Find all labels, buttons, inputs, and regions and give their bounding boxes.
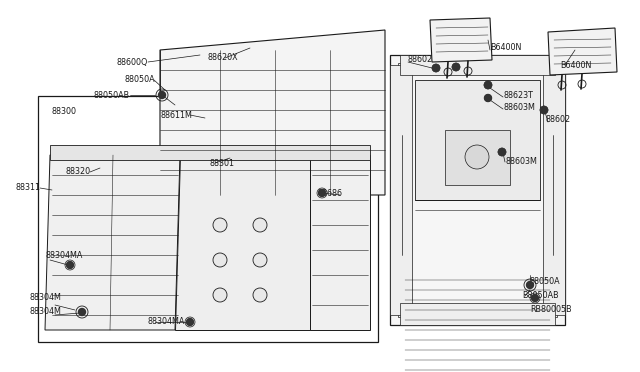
Circle shape xyxy=(213,218,227,232)
Text: 88603M: 88603M xyxy=(505,157,537,167)
Text: 88304MA: 88304MA xyxy=(148,317,186,327)
Text: B6400N: B6400N xyxy=(490,44,522,52)
Circle shape xyxy=(433,64,440,71)
Text: 88611M: 88611M xyxy=(160,110,192,119)
Circle shape xyxy=(484,94,492,102)
Polygon shape xyxy=(310,155,370,330)
Bar xyxy=(400,55,555,75)
Text: 88602: 88602 xyxy=(407,55,432,64)
Text: B6400N: B6400N xyxy=(560,61,591,70)
Circle shape xyxy=(213,288,227,302)
Circle shape xyxy=(452,64,460,71)
Circle shape xyxy=(253,288,267,302)
Text: 88050A: 88050A xyxy=(124,76,155,84)
Bar xyxy=(390,65,412,315)
Circle shape xyxy=(465,145,489,169)
Text: 88600Q: 88600Q xyxy=(116,58,148,67)
Circle shape xyxy=(253,218,267,232)
Bar xyxy=(445,130,510,185)
Circle shape xyxy=(531,295,538,301)
Text: 88050AB: 88050AB xyxy=(94,90,130,99)
Text: 88304MA: 88304MA xyxy=(45,250,83,260)
Circle shape xyxy=(499,148,506,155)
Text: 88304M: 88304M xyxy=(30,294,62,302)
Circle shape xyxy=(484,81,492,89)
Circle shape xyxy=(186,318,193,326)
Text: 88301: 88301 xyxy=(210,158,235,167)
Text: 88311: 88311 xyxy=(15,183,40,192)
Bar xyxy=(390,55,565,325)
Circle shape xyxy=(79,308,86,315)
Circle shape xyxy=(541,106,547,113)
Polygon shape xyxy=(50,145,370,160)
Text: 88050A: 88050A xyxy=(530,278,561,286)
Text: 88620X: 88620X xyxy=(208,54,239,62)
Polygon shape xyxy=(430,18,492,62)
Circle shape xyxy=(319,189,326,196)
Text: 88304M: 88304M xyxy=(30,308,62,317)
Bar xyxy=(415,80,540,200)
Text: 88623T: 88623T xyxy=(503,90,533,99)
Polygon shape xyxy=(45,155,180,330)
Polygon shape xyxy=(175,155,310,330)
Bar xyxy=(400,303,555,325)
Text: 88300: 88300 xyxy=(52,108,77,116)
Circle shape xyxy=(159,92,166,99)
Circle shape xyxy=(67,262,74,269)
Text: 88320: 88320 xyxy=(65,167,90,176)
Circle shape xyxy=(213,253,227,267)
Polygon shape xyxy=(548,28,617,75)
Text: 88603M: 88603M xyxy=(503,103,535,112)
Text: 88602: 88602 xyxy=(545,115,570,125)
Text: B8050AB: B8050AB xyxy=(522,292,559,301)
Text: 88686: 88686 xyxy=(318,189,343,198)
Bar xyxy=(398,63,557,317)
Bar xyxy=(543,65,565,315)
Polygon shape xyxy=(160,30,385,195)
Bar xyxy=(38,96,378,342)
Circle shape xyxy=(527,282,534,289)
Text: RB80005B: RB80005B xyxy=(530,305,572,314)
Circle shape xyxy=(253,253,267,267)
